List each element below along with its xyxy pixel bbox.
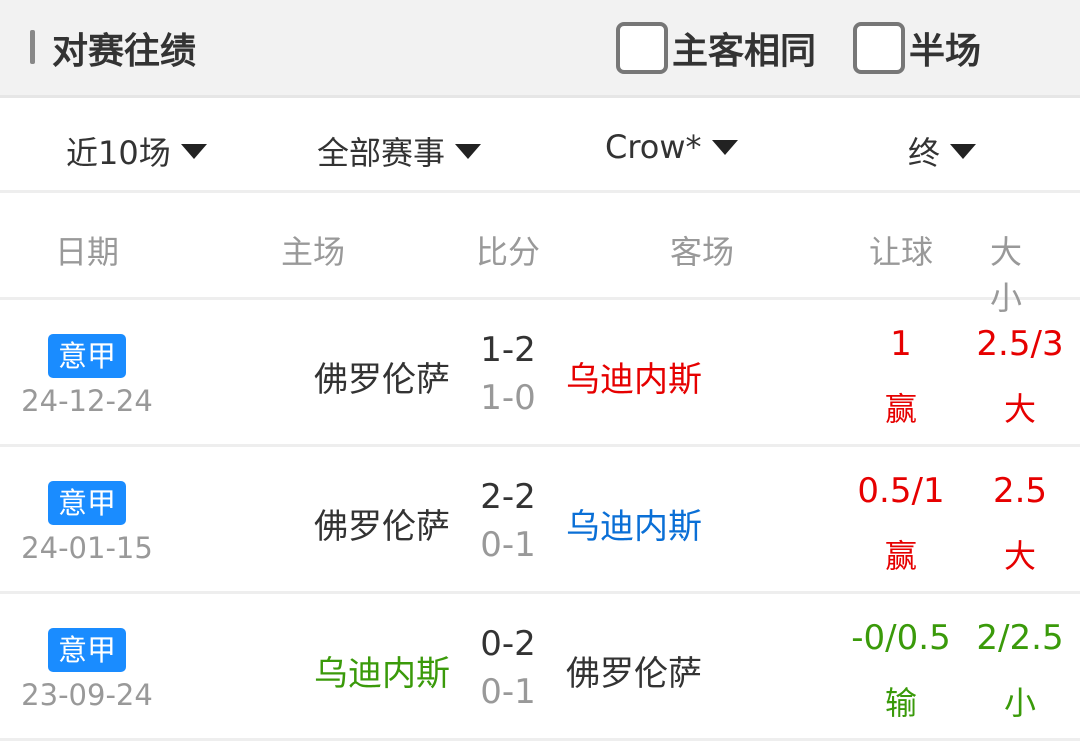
half-time-score: 0-1: [480, 672, 536, 712]
recent-matches-dropdown[interactable]: 近10场: [66, 128, 207, 174]
half-time-checkbox[interactable]: 半场: [853, 22, 981, 74]
half-time-score: 1-0: [480, 378, 536, 418]
dropdown-label: 终: [908, 134, 941, 172]
over-under-line: 2.5/3: [976, 324, 1064, 364]
away-team[interactable]: 乌迪内斯: [566, 507, 702, 547]
caret-down-icon: [455, 143, 482, 159]
odds-type-dropdown[interactable]: 终: [908, 128, 977, 174]
col-over-under: 大小: [990, 233, 1023, 317]
home-team[interactable]: 乌迪内斯: [314, 654, 450, 694]
full-time-score: 1-2: [480, 330, 536, 370]
match-date: 24-01-15: [21, 531, 153, 565]
caret-down-icon: [950, 143, 977, 159]
handicap-result: 赢: [884, 390, 918, 428]
same-home-away-checkbox[interactable]: 主客相同: [616, 22, 816, 74]
match-row[interactable]: 意甲 23-09-24 乌迪内斯 0-2 0-1 佛罗伦萨 -0/0.5 输 2…: [0, 594, 1080, 741]
away-team[interactable]: 乌迪内斯: [566, 360, 702, 400]
dropdown-label: Crow*: [605, 128, 702, 166]
checkbox-icon[interactable]: [616, 22, 668, 74]
over-under-result: 大: [1003, 390, 1037, 428]
column-headers: 日期 主场 比分 客场 让球 大小: [0, 195, 1080, 317]
full-time-score: 0-2: [480, 624, 536, 664]
col-date: 日期: [54, 233, 120, 271]
match-row[interactable]: 意甲 24-12-24 佛罗伦萨 1-2 1-0 乌迪内斯 1 赢 2.5/3 …: [0, 300, 1080, 447]
home-team[interactable]: 佛罗伦萨: [314, 507, 450, 547]
handicap-result: 输: [884, 684, 918, 722]
caret-down-icon: [180, 143, 207, 159]
section-title: 对赛往绩: [52, 31, 197, 72]
match-row[interactable]: 意甲 24-01-15 佛罗伦萨 2-2 0-1 乌迪内斯 0.5/1 赢 2.…: [0, 447, 1080, 594]
dropdown-label: 近10场: [66, 134, 171, 172]
section-header: 对赛往绩 主客相同 半场: [0, 0, 1080, 98]
handicap-line: -0/0.5: [851, 618, 951, 658]
competition-dropdown[interactable]: 全部赛事: [317, 128, 482, 174]
half-time-score: 0-1: [480, 525, 536, 565]
league-badge: 意甲: [48, 481, 126, 525]
col-score: 比分: [475, 233, 541, 271]
match-date: 23-09-24: [21, 678, 153, 712]
over-under-result: 小: [1003, 684, 1037, 722]
full-time-score: 2-2: [480, 477, 536, 517]
away-team[interactable]: 佛罗伦萨: [566, 654, 702, 694]
bookmaker-dropdown[interactable]: Crow*: [605, 128, 738, 166]
filter-bar: [0, 98, 1080, 193]
dropdown-label: 全部赛事: [317, 134, 446, 172]
over-under-line: 2.5: [992, 471, 1048, 511]
checkbox-label: 半场: [909, 31, 982, 72]
col-home: 主场: [280, 233, 346, 271]
caret-down-icon: [711, 139, 738, 155]
col-away: 客场: [669, 233, 735, 271]
league-badge: 意甲: [48, 334, 126, 378]
checkbox-label: 主客相同: [672, 31, 817, 72]
handicap-line: 1: [890, 324, 912, 364]
handicap-line: 0.5/1: [857, 471, 945, 511]
col-handicap: 让球: [868, 233, 934, 271]
checkbox-icon[interactable]: [853, 22, 905, 74]
over-under-result: 大: [1003, 537, 1037, 575]
handicap-result: 赢: [884, 537, 918, 575]
over-under-line: 2/2.5: [976, 618, 1064, 658]
league-badge: 意甲: [48, 628, 126, 672]
match-date: 24-12-24: [21, 384, 153, 418]
home-team[interactable]: 佛罗伦萨: [314, 360, 450, 400]
title-accent-bar: [30, 30, 35, 64]
